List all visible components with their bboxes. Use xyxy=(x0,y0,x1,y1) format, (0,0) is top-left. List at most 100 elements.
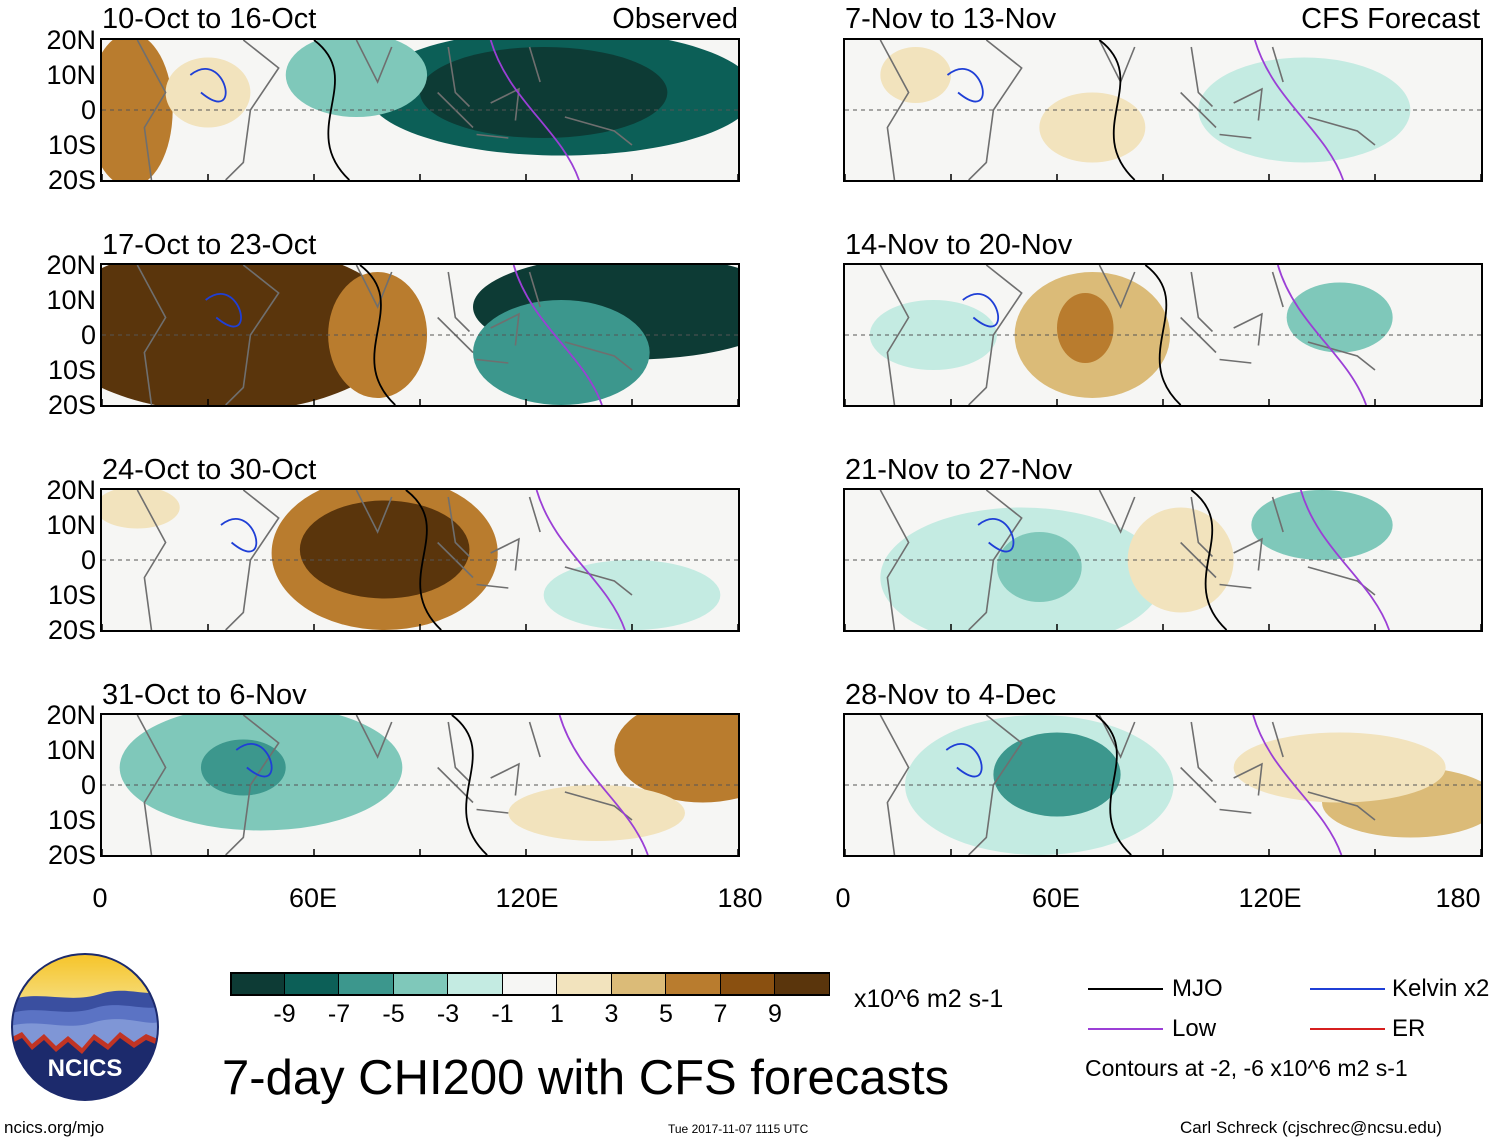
map-panel-1 xyxy=(100,38,740,182)
colorbar-tick-label: -9 xyxy=(273,1000,296,1028)
map-panel-6 xyxy=(843,263,1483,407)
colorbar-cell xyxy=(339,972,394,996)
kelvin-contour xyxy=(235,743,273,778)
map-svg-4 xyxy=(102,715,738,855)
ncics-logo: NCICS xyxy=(10,952,160,1102)
map-panel-5 xyxy=(843,38,1483,182)
kelvin-contour xyxy=(189,68,227,103)
lat-tick-1-10n: 10N xyxy=(46,60,96,90)
lat-tick-4-20s: 20S xyxy=(47,840,96,870)
lat-tick-1-20s: 20S xyxy=(47,165,96,195)
lat-tick-3-10s: 10S xyxy=(47,580,96,610)
lon-tick-left-180: 180 xyxy=(717,883,763,913)
panel-title-5: 7-Nov to 13-Nov xyxy=(845,3,1057,35)
mjo-contour xyxy=(1098,40,1136,180)
kelvin-contour xyxy=(945,743,983,778)
anomaly-blob xyxy=(420,47,668,138)
colorbar-cell xyxy=(230,972,285,996)
anomaly-blob xyxy=(1039,92,1146,163)
anomaly-blob xyxy=(102,265,403,405)
lon-tick-right-60e: 60E xyxy=(1031,883,1081,913)
panel-title-4: 31-Oct to 6-Nov xyxy=(102,679,307,711)
anomaly-blob xyxy=(1286,282,1393,353)
map-panel-8 xyxy=(843,713,1483,857)
lon-tick-left-0: 0 xyxy=(92,883,108,913)
colorbar-tick-label: 5 xyxy=(659,1000,673,1028)
contours-note: Contours at -2, -6 x10^6 m2 s-1 xyxy=(1085,1055,1408,1081)
map-svg-1 xyxy=(102,40,738,180)
colorbar-tick-label: 3 xyxy=(604,1000,619,1028)
low-contour xyxy=(1252,715,1343,855)
colorbar-tick-label: -1 xyxy=(491,1000,514,1028)
anomaly-blob xyxy=(1251,490,1393,560)
legend-line-low xyxy=(1088,1028,1163,1030)
lat-tick-4-10s: 10S xyxy=(47,805,96,835)
kelvin-contour xyxy=(205,293,242,328)
legend-label-low: Low xyxy=(1172,1015,1217,1042)
low-contour xyxy=(489,40,580,180)
colorbar-cell xyxy=(720,972,775,996)
anomaly-blob xyxy=(473,300,650,405)
colorbar-cell xyxy=(611,972,666,996)
kelvin-contour xyxy=(962,293,1000,328)
map-svg-6 xyxy=(845,265,1481,405)
lat-tick-1-20n: 20N xyxy=(46,25,96,55)
lat-tick-4-20n: 20N xyxy=(46,700,96,730)
anomaly-blob xyxy=(165,57,251,128)
colorbar-units: x10^6 m2 s-1 xyxy=(854,985,1004,1013)
map-svg-7 xyxy=(845,490,1481,630)
colorbar-cell xyxy=(448,972,503,996)
panel-title-1: 10-Oct to 16-Oct xyxy=(102,3,317,35)
lat-tick-3-0: 0 xyxy=(80,545,96,575)
colorbar-tick-label: 1 xyxy=(550,1000,564,1028)
mjo-contour xyxy=(1095,715,1132,855)
lat-tick-1-10s: 10S xyxy=(47,130,96,160)
logo-text: NCICS xyxy=(48,1055,123,1082)
mjo-contour xyxy=(451,715,488,855)
map-svg-3 xyxy=(102,490,738,630)
legend-label-er: ER xyxy=(1392,1015,1426,1042)
mjo-contour xyxy=(405,490,442,630)
legend-label-kelvin: Kelvin x2 xyxy=(1392,975,1490,1002)
low-contour xyxy=(535,490,626,630)
map-panel-7 xyxy=(843,488,1483,632)
legend-line-kelvin xyxy=(1310,988,1385,990)
lat-tick-2-20n: 20N xyxy=(46,250,96,280)
colorbar-cell xyxy=(284,972,339,996)
map-panel-3 xyxy=(100,488,740,632)
lat-tick-3-10n: 10N xyxy=(46,510,96,540)
lat-tick-2-10n: 10N xyxy=(46,285,96,315)
anomaly-blob xyxy=(996,532,1082,602)
lat-tick-2-10s: 10S xyxy=(47,355,96,385)
panel-title-3: 24-Oct to 30-Oct xyxy=(102,454,317,486)
panel-title-7: 21-Nov to 27-Nov xyxy=(845,454,1073,486)
anomaly-blob xyxy=(285,40,428,117)
lat-tick-2-20s: 20S xyxy=(47,390,96,420)
colorbar-cell xyxy=(393,972,448,996)
legend-label-mjo: MJO xyxy=(1172,975,1223,1002)
anomaly-blob xyxy=(508,785,685,841)
colorbar-tick-label: 9 xyxy=(768,1000,782,1028)
kelvin-contour xyxy=(220,518,258,553)
legend-line-er xyxy=(1310,1028,1385,1030)
footer-url[interactable]: ncics.org/mjo xyxy=(4,1118,105,1137)
low-contour xyxy=(1299,490,1390,630)
colorbar-tick-label: -7 xyxy=(327,1000,351,1028)
mjo-contour xyxy=(359,265,396,405)
lat-tick-2-0: 0 xyxy=(80,320,96,350)
low-contour xyxy=(512,265,603,405)
lat-tick-3-20s: 20S xyxy=(47,615,96,645)
anomaly-blob xyxy=(1057,293,1114,363)
map-svg-2 xyxy=(102,265,738,405)
lon-tick-left-120e: 120E xyxy=(495,883,559,913)
colorbar-cell xyxy=(502,972,557,996)
kelvin-contour xyxy=(946,68,984,103)
anomaly-blob xyxy=(1127,507,1234,613)
mjo-contour xyxy=(1144,265,1182,405)
map-svg-8 xyxy=(845,715,1481,855)
low-contour xyxy=(1276,265,1368,405)
kelvin-contour xyxy=(977,518,1015,553)
mjo-contour xyxy=(1190,490,1228,630)
observed-label: Observed xyxy=(612,3,738,35)
mjo-contour xyxy=(313,40,350,180)
